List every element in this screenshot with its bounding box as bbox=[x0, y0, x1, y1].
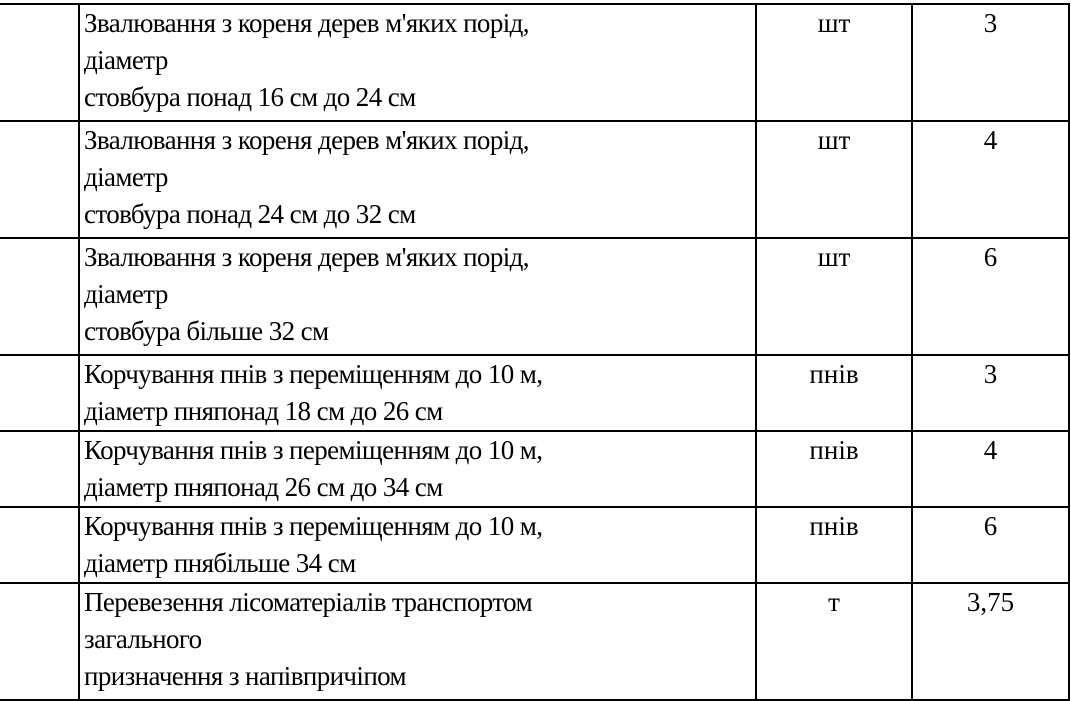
quantity-cell: 6 bbox=[911, 237, 1070, 356]
table-row: Корчування пнів з переміщенням до 10 м, д… bbox=[0, 354, 1070, 432]
number-cell bbox=[0, 430, 80, 508]
description-line: діаметр пнябільше 34 см bbox=[84, 548, 356, 578]
quantity-cell: 3 bbox=[911, 3, 1070, 122]
unit-cell: шт bbox=[755, 237, 913, 356]
quantity-cell: 4 bbox=[911, 120, 1070, 239]
table-row: Звалювання з кореня дерев м'яких порід, д… bbox=[0, 120, 1070, 239]
description-line: діаметр пняпонад 18 см до 26 см bbox=[84, 396, 443, 426]
description-line: Корчування пнів з переміщенням до 10 м, bbox=[84, 435, 543, 465]
description-line: діаметр bbox=[84, 45, 168, 75]
quantity-cell: 3,75 bbox=[911, 582, 1070, 701]
description-line: Корчування пнів з переміщенням до 10 м, bbox=[84, 511, 543, 541]
number-cell bbox=[0, 3, 80, 122]
table-row: Перевезення лісоматеріалів транспортом за… bbox=[0, 582, 1070, 701]
table-row: Звалювання з кореня дерев м'яких порід, д… bbox=[0, 237, 1070, 356]
description-cell: Звалювання з кореня дерев м'яких порід, д… bbox=[78, 237, 757, 356]
unit-cell: пнів bbox=[755, 354, 913, 432]
unit-cell: пнів bbox=[755, 506, 913, 584]
description-cell: Корчування пнів з переміщенням до 10 м, д… bbox=[78, 430, 757, 508]
description-cell: Звалювання з кореня дерев м'яких порід, д… bbox=[78, 120, 757, 239]
description-cell: Корчування пнів з переміщенням до 10 м, д… bbox=[78, 506, 757, 584]
description-cell: Корчування пнів з переміщенням до 10 м, д… bbox=[78, 354, 757, 432]
table-body: Звалювання з кореня дерев м'яких порід, д… bbox=[0, 3, 1070, 701]
description-line: Корчування пнів з переміщенням до 10 м, bbox=[84, 359, 543, 389]
description-cell: Перевезення лісоматеріалів транспортом за… bbox=[78, 582, 757, 701]
description-line: стовбура понад 16 см до 24 см bbox=[84, 82, 416, 112]
works-table: Звалювання з кореня дерев м'яких порід, д… bbox=[0, 3, 1070, 701]
unit-cell: пнів bbox=[755, 430, 913, 508]
description-line: стовбура понад 24 см до 32 см bbox=[84, 199, 416, 229]
description-line: призначення з напівпричіпом bbox=[84, 661, 407, 691]
unit-cell: шт bbox=[755, 3, 913, 122]
description-line: діаметр bbox=[84, 279, 168, 309]
description-line: діаметр bbox=[84, 162, 168, 192]
quantity-cell: 3 bbox=[911, 354, 1070, 432]
number-cell bbox=[0, 506, 80, 584]
quantity-cell: 4 bbox=[911, 430, 1070, 508]
unit-cell: шт bbox=[755, 120, 913, 239]
number-cell bbox=[0, 120, 80, 239]
table-row: Корчування пнів з переміщенням до 10 м, д… bbox=[0, 430, 1070, 508]
quantity-cell: 6 bbox=[911, 506, 1070, 584]
description-line: стовбура більше 32 см bbox=[84, 316, 329, 346]
unit-cell: т bbox=[755, 582, 913, 701]
description-line: Звалювання з кореня дерев м'яких порід, bbox=[84, 125, 530, 155]
number-cell bbox=[0, 582, 80, 701]
table-row: Звалювання з кореня дерев м'яких порід, д… bbox=[0, 3, 1070, 122]
number-cell bbox=[0, 354, 80, 432]
description-line: Звалювання з кореня дерев м'яких порід, bbox=[84, 242, 530, 272]
description-line: діаметр пняпонад 26 см до 34 см bbox=[84, 472, 443, 502]
description-line: Звалювання з кореня дерев м'яких порід, bbox=[84, 8, 530, 38]
table-row: Корчування пнів з переміщенням до 10 м, д… bbox=[0, 506, 1070, 584]
description-line: Перевезення лісоматеріалів транспортом bbox=[84, 587, 533, 617]
description-line: загального bbox=[84, 624, 202, 654]
number-cell bbox=[0, 237, 80, 356]
description-cell: Звалювання з кореня дерев м'яких порід, д… bbox=[78, 3, 757, 122]
